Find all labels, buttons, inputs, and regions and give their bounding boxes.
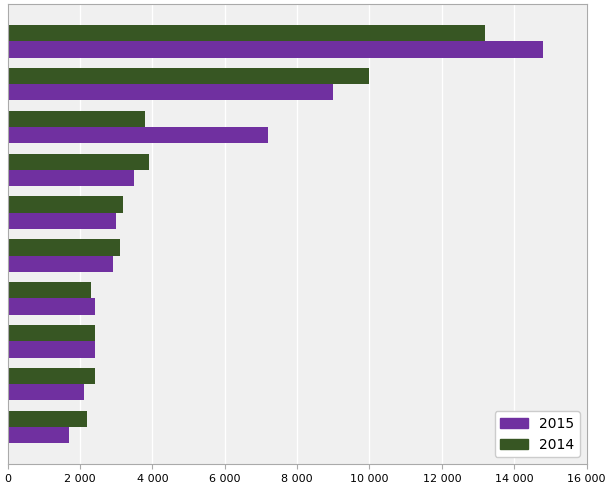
Bar: [8, 239, 120, 256]
Bar: [8, 41, 543, 58]
Bar: [8, 368, 95, 384]
Legend: 2015, 2014: 2015, 2014: [495, 411, 580, 457]
Bar: [8, 197, 123, 213]
Bar: [8, 410, 87, 427]
Bar: [8, 68, 370, 84]
Bar: [8, 384, 84, 400]
Bar: [8, 341, 95, 358]
Bar: [8, 84, 333, 101]
Bar: [8, 282, 91, 298]
Bar: [8, 127, 268, 143]
Bar: [8, 154, 149, 170]
Bar: [8, 256, 113, 272]
Bar: [8, 325, 95, 341]
Bar: [8, 213, 117, 229]
Bar: [8, 427, 69, 443]
Bar: [8, 111, 145, 127]
Bar: [8, 298, 95, 315]
Bar: [8, 25, 486, 41]
Bar: [8, 170, 134, 186]
